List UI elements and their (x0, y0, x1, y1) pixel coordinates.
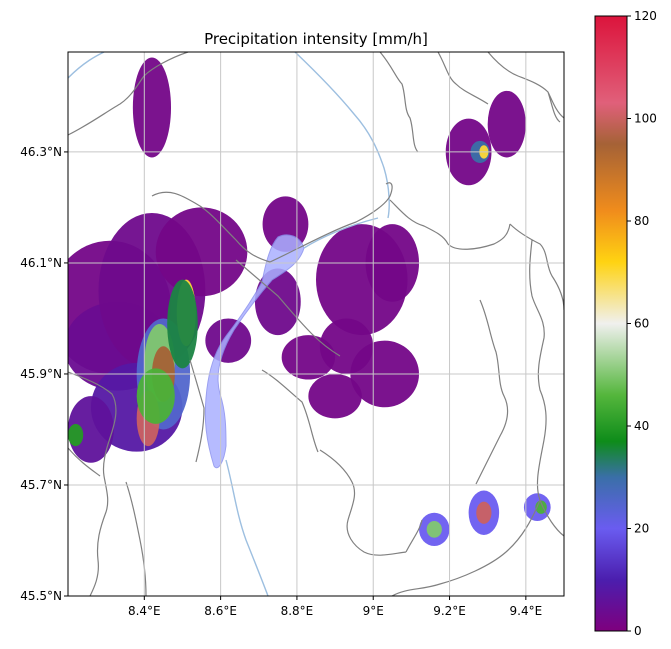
y-tick-label-2: 45.9°N (20, 367, 62, 381)
precip-cell-21 (281, 335, 336, 380)
border-south-center (319, 449, 423, 556)
border-north (143, 52, 189, 77)
y-axis-ticks: 46.3°N 46.1°N 45.9°N 45.7°N 45.5°N (20, 145, 68, 603)
colorbar-tick-label-6: 120 (634, 9, 657, 23)
river-tresa (303, 217, 379, 249)
x-axis-ticks: 8.4°E 8.6°E 8.8°E 9°E 9.2°E 9.4°E (128, 596, 542, 618)
y-tick-label-3: 45.7°N (20, 478, 62, 492)
border-upper-center (151, 191, 271, 263)
y-tick-label-1: 46.1°N (20, 256, 62, 270)
chart-title: Precipitation intensity [mm/h] (204, 30, 428, 48)
precip-cell-16 (254, 268, 301, 336)
border-lake-west (189, 359, 205, 463)
precipitation-field (68, 57, 551, 547)
colorbar-tick-label-1: 20 (634, 522, 649, 536)
colorbar-tick-label-5: 100 (634, 112, 657, 126)
river-ticino-lower (225, 459, 269, 596)
precip-cell-14 (132, 57, 172, 158)
x-tick-label-3: 9°E (363, 604, 384, 618)
borders (68, 52, 564, 596)
border-center-south (261, 369, 319, 453)
colorbar-ticks: 0 20 40 60 80 100 120 (627, 9, 657, 638)
precip-cell-13 (68, 423, 84, 447)
precip-cell-29 (426, 521, 442, 538)
precip-cell-25 (487, 90, 526, 158)
border-west-south (68, 371, 117, 596)
precip-cell-10 (167, 279, 198, 369)
colorbar-strip (594, 15, 628, 632)
precip-cell-23 (308, 373, 362, 419)
border-mid-south (235, 259, 341, 357)
precip-cell-31 (476, 501, 492, 524)
border-west-lower (68, 447, 147, 596)
precip-cell-3 (155, 207, 248, 297)
colorbar-tick-label-0: 0 (634, 624, 642, 638)
y-tick-label-0: 46.3°N (20, 145, 62, 159)
colorbar-tick-label-3: 60 (634, 317, 649, 331)
border-east (391, 223, 564, 596)
colorbar-tick-label-2: 40 (634, 419, 649, 433)
x-tick-label-1: 8.6°E (204, 604, 237, 618)
river-maggia (294, 52, 390, 219)
river-ticino-upper (68, 52, 105, 79)
precip-cell-5 (68, 396, 114, 463)
x-tick-label-2: 8.8°E (281, 604, 314, 618)
x-tick-label-5: 9.4°E (510, 604, 543, 618)
y-tick-label-4: 45.5°N (20, 589, 62, 603)
border-southeast (475, 299, 509, 485)
map-area (67, 51, 565, 597)
lake-maggiore (204, 234, 305, 469)
border-west-upper (68, 75, 145, 136)
precip-cell-12 (136, 368, 175, 424)
map-content (68, 52, 564, 596)
map-frame (67, 51, 565, 597)
colorbar-tick-label-4: 80 (634, 214, 649, 228)
border-northeast (379, 52, 564, 153)
rivers (68, 52, 390, 596)
colorbar: 0 20 40 60 80 100 120 (594, 9, 657, 638)
gridlines (68, 52, 564, 596)
x-tick-label-0: 8.4°E (128, 604, 161, 618)
x-tick-label-4: 9.2°E (433, 604, 466, 618)
